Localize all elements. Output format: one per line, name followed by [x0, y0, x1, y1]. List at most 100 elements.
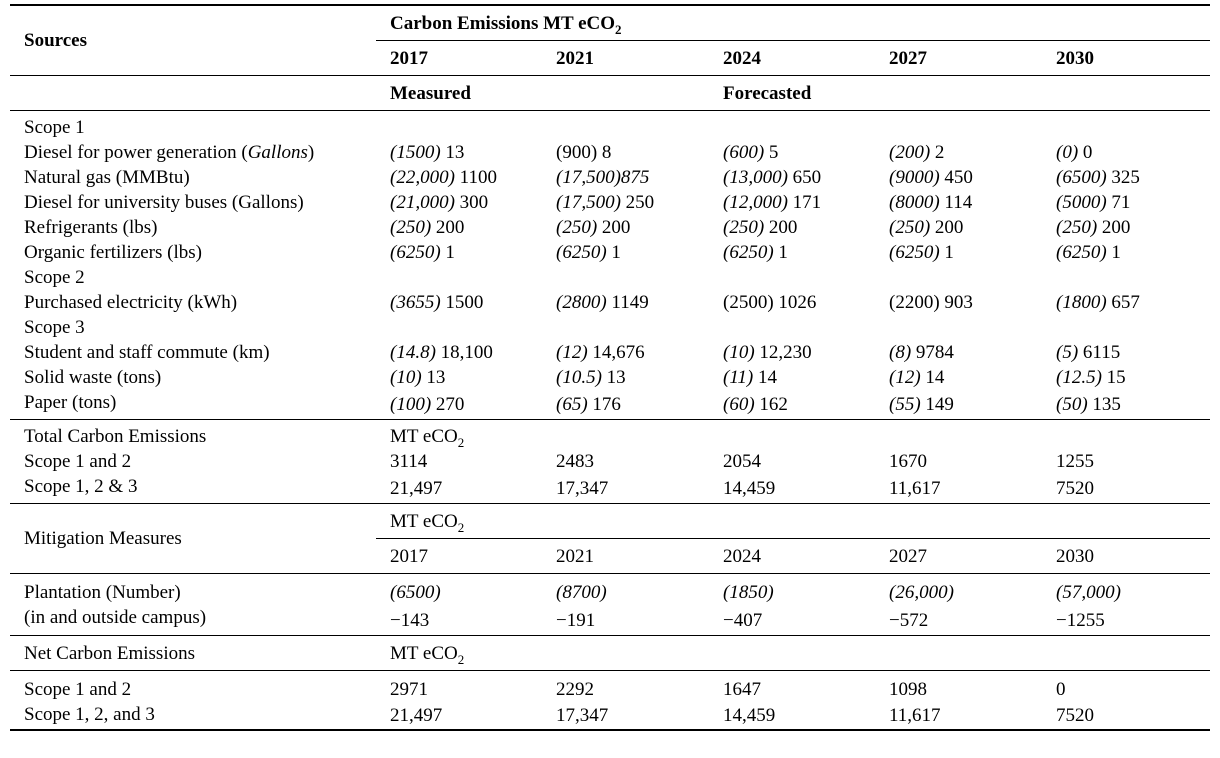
table-cell: 3114 — [390, 451, 428, 472]
table-cell: (250) 200 — [723, 217, 798, 238]
table-cell: (22,000) 1100 — [390, 167, 497, 188]
year-header: 2017 — [376, 538, 542, 574]
table-cell: (13,000) 650 — [723, 167, 822, 188]
table-cell: (10) 13 — [390, 367, 446, 388]
table-cell: (10) 12,230 — [723, 342, 812, 363]
table-row: Paper (tons) (100) 270 (65) 176 (60) 162… — [10, 390, 1210, 420]
carbon-emissions-header: Carbon Emissions MT eCO2 — [376, 4, 1210, 41]
forecasted-label: Forecasted — [709, 75, 1210, 111]
row-label: Organic fertilizers (lbs) — [24, 242, 202, 263]
row-label: Diesel for university buses (Gallons) — [24, 192, 304, 213]
table-cell: (900) 8 — [556, 142, 612, 163]
table-cell: (1800) 657 — [1056, 292, 1140, 313]
table-cell: 2971 — [390, 679, 428, 700]
mitigation-label: Mitigation Measures — [10, 503, 376, 574]
header-row-title: Sources Carbon Emissions MT eCO2 — [10, 4, 1210, 76]
table-cell: (0) 0 — [1056, 142, 1093, 163]
measured-label: Measured — [376, 75, 709, 111]
table-cell: (12,000) 171 — [723, 192, 822, 213]
table-cell: (250) 200 — [889, 217, 964, 238]
table-cell: 14,459 — [709, 474, 875, 504]
table-row: Student and staff commute (km) (14.8) 18… — [10, 340, 1210, 365]
total-header-row: Total Carbon Emissions MT eCO2 — [10, 420, 1210, 450]
sources-header: Sources — [10, 4, 376, 76]
scope1-label: Scope 1 — [24, 117, 85, 138]
table-cell: (250) 200 — [390, 217, 465, 238]
row-label: Solid waste (tons) — [24, 367, 162, 388]
table-cell: 1255 — [1056, 451, 1094, 472]
row-label: Purchased electricity (kWh) — [24, 292, 238, 313]
row-label: Refrigerants (lbs) — [24, 217, 158, 238]
table-row: Purchased electricity (kWh) (3655) 1500 … — [10, 290, 1210, 315]
year-header: 2021 — [542, 538, 709, 574]
table-row: Plantation (Number) (6500) (8700) (1850)… — [10, 574, 1210, 606]
table-row: Scope 1 and 2 3114 2483 2054 1670 1255 — [10, 449, 1210, 474]
year-header: 2030 — [1042, 40, 1210, 76]
mitigation-unit: MT eCO2 — [376, 503, 1210, 539]
table-cell: (17,500)875 — [556, 167, 650, 188]
table-cell: 2292 — [556, 679, 594, 700]
table-cell: (8700) — [556, 582, 607, 603]
table-row: Refrigerants (lbs) (250) 200 (250) 200 (… — [10, 215, 1210, 240]
table-cell: (9000) 450 — [889, 167, 973, 188]
table-cell: (250) 200 — [556, 217, 631, 238]
table-cell: (2200) 903 — [889, 292, 973, 313]
year-header: 2021 — [542, 40, 709, 76]
carbon-emissions-table: Sources Carbon Emissions MT eCO2 2017 20… — [10, 4, 1210, 731]
year-header: 2027 — [875, 538, 1042, 574]
table-cell: 21,497 — [376, 474, 542, 504]
table-cell: (200) 2 — [889, 142, 945, 163]
table-cell: (6250) 1 — [1056, 242, 1121, 263]
year-header: 2027 — [875, 40, 1042, 76]
table-cell: 1647 — [723, 679, 761, 700]
row-label: Scope 1 and 2 — [24, 451, 132, 472]
table-cell: (5000) 71 — [1056, 192, 1131, 213]
scope-header-row: Scope 1 — [10, 111, 1210, 141]
table-row: Diesel for university buses (Gallons) (2… — [10, 190, 1210, 215]
table-cell: 7520 — [1042, 702, 1210, 731]
table-cell: (8000) 114 — [889, 192, 973, 213]
table-cell: −1255 — [1042, 605, 1210, 636]
table-cell: 1670 — [889, 451, 927, 472]
table-cell: (65) 176 — [542, 390, 709, 420]
table-row: Natural gas (MMBtu) (22,000) 1100 (17,50… — [10, 165, 1210, 190]
mitigation-years-row: 2017 2021 2024 2027 2030 — [10, 538, 1210, 574]
table-cell: (12) 14,676 — [556, 342, 645, 363]
table-cell: (10.5) 13 — [556, 367, 626, 388]
year-header: 2030 — [1042, 538, 1210, 574]
table-cell: (14.8) 18,100 — [390, 342, 493, 363]
scope-header-row: Scope 3 — [10, 315, 1210, 340]
table-cell: 21,497 — [376, 702, 542, 731]
row-label: Diesel for power generation (Gallons) — [24, 142, 315, 163]
table-cell: (8) 9784 — [889, 342, 954, 363]
table-row: Scope 1, 2, and 3 21,497 17,347 14,459 1… — [10, 702, 1210, 731]
net-header-row: Net Carbon Emissions MT eCO2 — [10, 635, 1210, 671]
scope-header-row: Scope 2 — [10, 265, 1210, 290]
table-row: Diesel for power generation (Gallons) (1… — [10, 140, 1210, 165]
table-cell: (6500) — [390, 582, 441, 603]
scope2-label: Scope 2 — [24, 267, 85, 288]
row-label: Scope 1 and 2 — [24, 679, 132, 700]
table-cell: (6250) 1 — [889, 242, 954, 263]
table-cell: 0 — [1056, 679, 1066, 700]
row-label: Scope 1, 2, and 3 — [10, 702, 376, 731]
table-cell: (60) 162 — [709, 390, 875, 420]
row-label: (in and outside campus) — [10, 605, 376, 636]
table-cell: (6250) 1 — [723, 242, 788, 263]
table-cell: −143 — [376, 605, 542, 636]
table-cell: 2054 — [723, 451, 761, 472]
table-cell: 17,347 — [542, 474, 709, 504]
total-label: Total Carbon Emissions — [24, 426, 207, 447]
table-cell: (3655) 1500 — [390, 292, 484, 313]
table-row: Solid waste (tons) (10) 13 (10.5) 13 (11… — [10, 365, 1210, 390]
table-cell: (2500) 1026 — [723, 292, 817, 313]
table-cell: 11,617 — [875, 474, 1042, 504]
table-cell: 11,617 — [875, 702, 1042, 731]
table-cell: (11) 14 — [723, 367, 777, 388]
table-cell: 7520 — [1042, 474, 1210, 504]
table-cell: (6250) 1 — [556, 242, 621, 263]
table-cell: (26,000) — [889, 582, 954, 603]
year-header: 2024 — [709, 538, 875, 574]
table-cell: 2483 — [556, 451, 594, 472]
carbon-emissions-title: Carbon Emissions MT eCO — [390, 12, 616, 34]
